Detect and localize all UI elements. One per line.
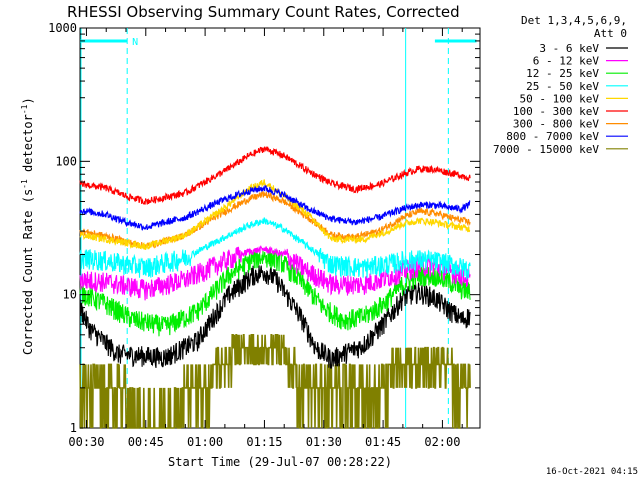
legend-label: 50 - 100 keV	[520, 92, 600, 105]
legend-label: 100 - 300 keV	[513, 105, 599, 118]
legend-label: 12 - 25 keV	[526, 67, 599, 80]
series-line	[79, 265, 471, 369]
x-axis-label: Start Time (29-Jul-07 00:28:22)	[168, 455, 392, 469]
series-line	[79, 334, 471, 429]
x-tick-label: 02:00	[424, 435, 460, 449]
legend-label: 7000 - 15000 keV	[493, 143, 599, 156]
y-tick-label: 1	[70, 421, 77, 435]
series-line	[79, 146, 471, 205]
series-line	[79, 245, 471, 301]
series-line	[79, 217, 471, 280]
series-line	[79, 184, 471, 231]
attenuator-label: N	[132, 37, 138, 48]
series-layer	[79, 146, 471, 429]
plot-frame	[79, 27, 481, 429]
axis-ticks: 00:30 00:45 01:00 01:15 01:30 01:45 02:00 1 10 10…	[48, 21, 480, 449]
x-tick-label: 00:30	[68, 435, 104, 449]
y-tick-label: 10	[63, 288, 77, 302]
legend-label: 800 - 7000 keV	[506, 130, 599, 143]
legend-label: 6 - 12 keV	[533, 55, 600, 68]
y-tick-label: 100	[55, 154, 77, 168]
footer-timestamp: 16-Oct-2021 04:15	[546, 467, 638, 477]
x-tick-label: 00:45	[128, 435, 164, 449]
x-tick-label: 01:00	[187, 435, 223, 449]
legend-label: 300 - 800 keV	[513, 118, 599, 131]
attenuator-state: N	[80, 37, 477, 48]
x-tick-label: 01:45	[365, 435, 401, 449]
y-tick-label: 1000	[48, 21, 77, 35]
x-tick-label: 01:15	[246, 435, 282, 449]
x-tick-label: 01:30	[306, 435, 342, 449]
legend-label: 3 - 6 keV	[539, 42, 599, 55]
chart-title: RHESSI Observing Summary Count Rates, Co…	[67, 3, 460, 21]
legend-header-1: Det 1,3,4,5,6,9,	[521, 14, 627, 27]
legend-header-2: Att 0	[594, 27, 627, 40]
legend-label: 25 - 50 keV	[526, 80, 599, 93]
y-axis-label: Corrected Count Rate (s-1 detector-1)	[20, 97, 35, 355]
